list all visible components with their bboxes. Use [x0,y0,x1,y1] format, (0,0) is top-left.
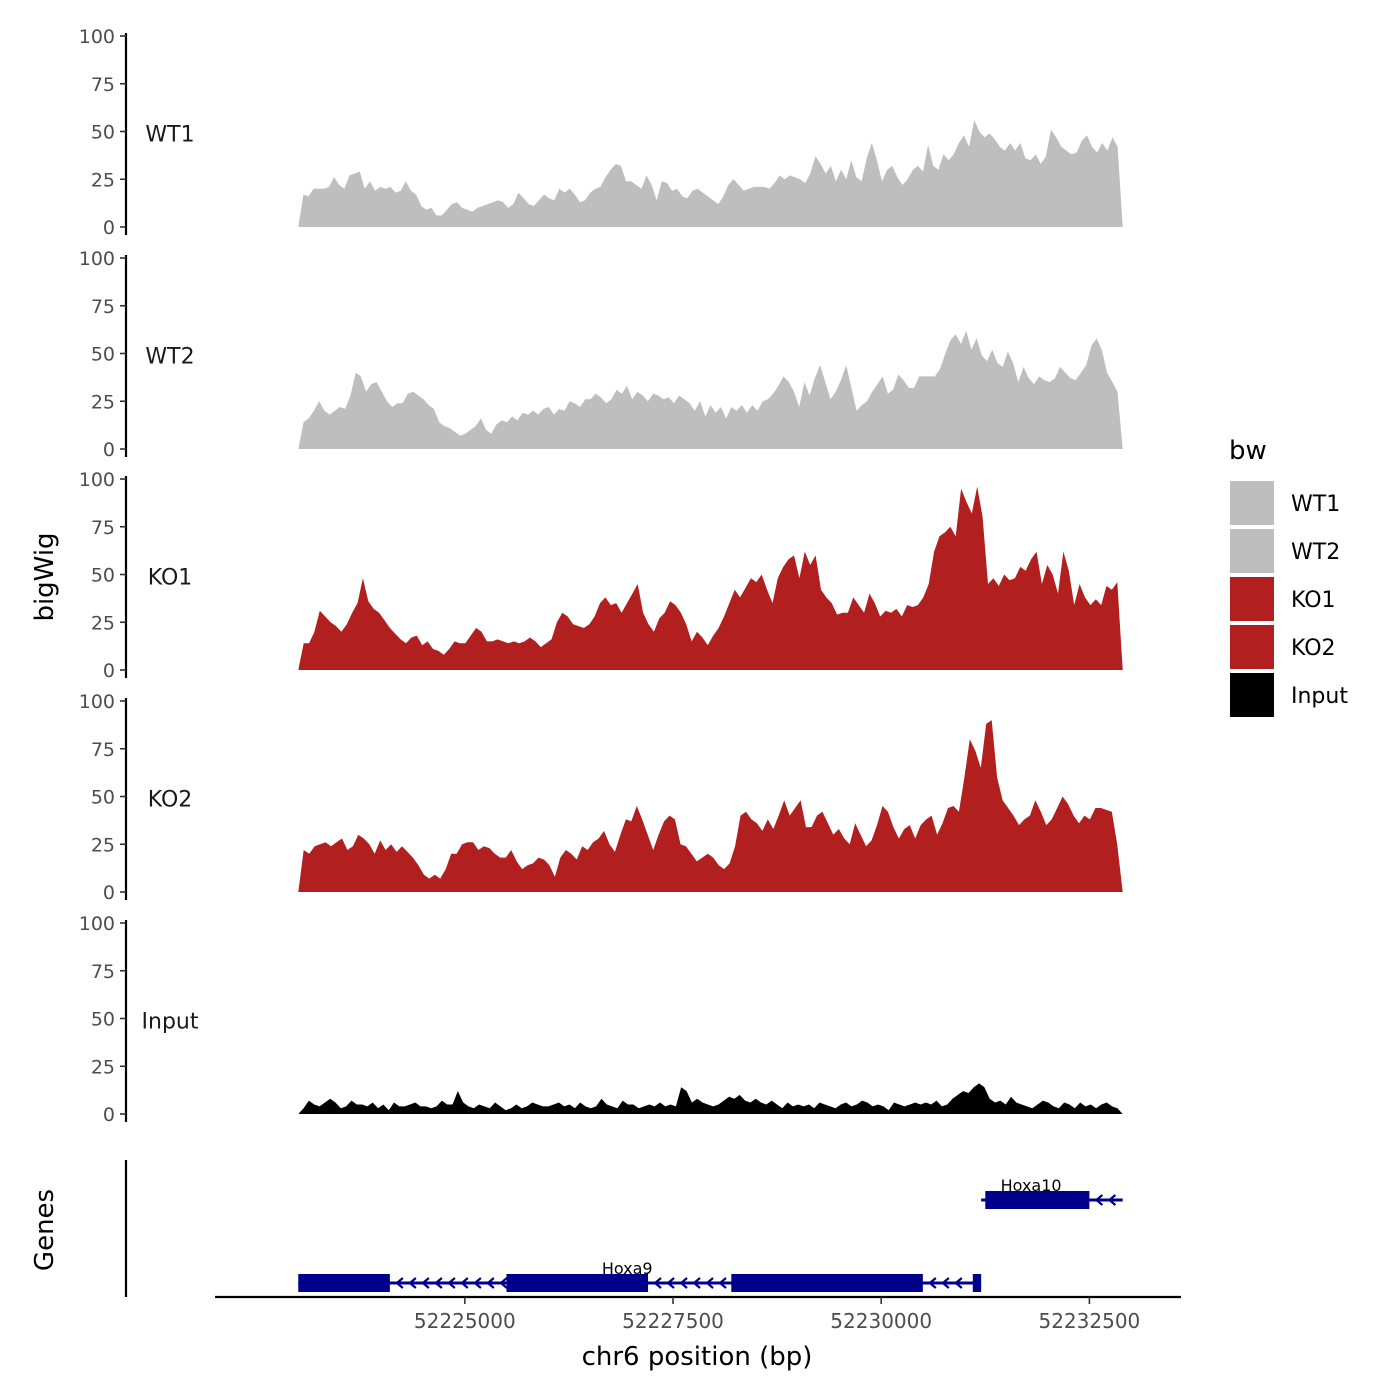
gene-exon [298,1274,390,1292]
y-tick-label: 75 [91,74,115,96]
legend-item-input: Input [1230,673,1348,717]
track-label-ko1: KO1 [148,566,193,591]
x-axis-title: chr6 position (bp) [582,1342,813,1372]
strand-arrow [1107,1194,1117,1206]
y-tick-label: 0 [103,660,115,682]
track-wt2: 0 25 50 75 100 WT2 [79,248,1123,461]
x-axis: 52225000 52227500 52230000 52232500 [215,1295,1181,1333]
gene-hoxa9: Hoxa9 [298,1259,982,1292]
y-tick-label: 100 [79,691,115,713]
y-tick-label: 75 [91,517,115,539]
legend-swatch [1230,529,1274,573]
strand-arrow [928,1277,937,1289]
area-wt1 [298,120,1123,227]
y-tick-label: 75 [91,739,115,761]
gene-track: Hoxa10 Hoxa9 [124,1160,1123,1297]
legend-label: KO2 [1291,636,1336,661]
strand-arrow [408,1277,417,1289]
legend-swatch [1230,577,1274,621]
strand-arrow [666,1277,675,1289]
y-tick-label: 0 [103,1104,115,1126]
track-label-ko2: KO2 [148,788,193,813]
area-ko2 [298,720,1123,892]
legend-item-ko1: KO1 [1230,577,1336,621]
strand-arrow [941,1277,950,1289]
y-axis-title: bigWig [30,532,60,621]
gene-exon [731,1274,923,1292]
strand-arrow [473,1277,482,1289]
legend-title: bw [1229,436,1267,466]
y-tick-label: 75 [91,296,115,318]
strand-arrow [434,1277,443,1289]
y-tick-label: 100 [79,26,115,48]
y-tick-label: 0 [103,882,115,904]
x-tick-label: 52230000 [830,1309,932,1333]
gene-exon [972,1274,982,1292]
signal-tracks: 0255075100WT10255075100WT20255075100KO10… [79,26,1123,1126]
x-tick-label: 52227500 [622,1309,724,1333]
strand-arrow [954,1277,963,1289]
gene-hoxa10: Hoxa10 [981,1176,1123,1209]
x-tick-label: 52225000 [414,1309,516,1333]
legend-item-wt1: WT1 [1230,481,1340,525]
y-tick-label: 25 [91,612,115,634]
gene-exon [506,1274,649,1292]
strand-arrow [486,1277,495,1289]
strand-arrow [460,1277,469,1289]
area-ko1 [298,486,1123,670]
track-label-wt1: WT1 [145,123,194,148]
strand-arrow [679,1277,688,1289]
y-tick-label: 25 [91,391,115,413]
track-label-input: Input [142,1010,199,1035]
legend-label: Input [1291,684,1348,709]
strand-arrow [705,1277,714,1289]
legend-swatch [1230,481,1274,525]
strand-arrow [1094,1194,1104,1206]
area-wt2 [298,330,1123,449]
y-tick-label: 75 [91,961,115,983]
y-tick-label: 100 [79,469,115,491]
strand-arrow [692,1277,701,1289]
legend-item-ko2: KO2 [1230,625,1336,669]
y-tick-label: 50 [91,787,115,809]
legend-item-wt2: WT2 [1230,529,1340,573]
area-input [298,1083,1123,1114]
legend-label: WT1 [1291,492,1340,517]
strand-arrow [395,1277,404,1289]
y-tick-label: 25 [91,834,115,856]
strand-arrow [499,1277,508,1289]
legend-swatch [1230,673,1274,717]
legend-label: KO1 [1291,588,1336,613]
gene-label-hoxa10: Hoxa10 [1001,1176,1062,1195]
strand-arrow [718,1277,727,1289]
gene-exon [985,1191,1090,1209]
y-tick-label: 100 [79,913,115,935]
legend-swatch [1230,625,1274,669]
y-tick-label: 50 [91,1009,115,1031]
track-label-wt2: WT2 [145,345,194,370]
legend-label: WT2 [1291,540,1340,565]
track-wt1: 0 25 50 75 100 WT1 [79,26,1123,239]
y-tick-label: 50 [91,344,115,366]
track-input: 0 25 50 75 100 Input [79,913,1123,1126]
y-tick-label: 25 [91,169,115,191]
gene-label-hoxa9: Hoxa9 [602,1259,653,1278]
x-tick-label: 52232500 [1038,1309,1140,1333]
y-tick-label: 50 [91,565,115,587]
y-tick-label: 100 [79,248,115,270]
strand-arrow [421,1277,430,1289]
y-tick-label: 0 [103,217,115,239]
track-ko2: 0 25 50 75 100 KO2 [79,691,1123,904]
genes-axis-title: Genes [30,1189,60,1271]
y-tick-label: 50 [91,122,115,144]
y-tick-label: 25 [91,1056,115,1078]
legend: bw WT1 WT2 KO1 KO2 Input [1229,436,1348,717]
strand-arrow [653,1277,662,1289]
track-ko1: 0 25 50 75 100 KO1 [79,469,1123,682]
y-tick-label: 0 [103,439,115,461]
strand-arrow [447,1277,456,1289]
